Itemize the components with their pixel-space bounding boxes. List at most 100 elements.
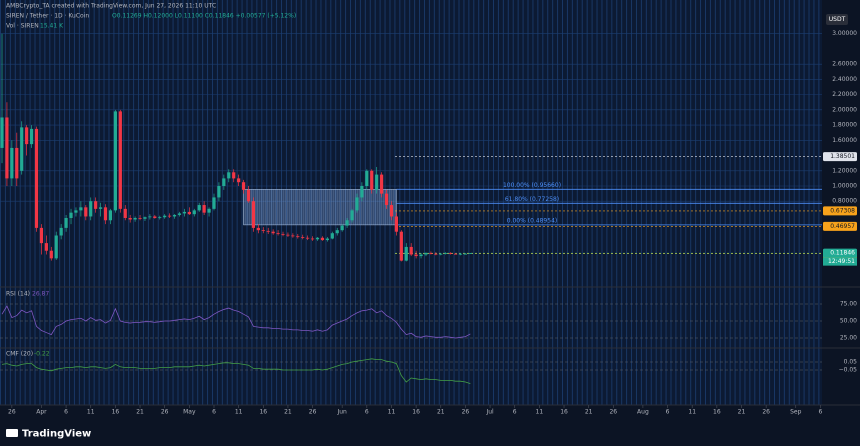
- x-tick-label: 6: [666, 409, 670, 416]
- brand-logo: TradingView: [6, 429, 91, 440]
- candle-body: [271, 231, 275, 234]
- candle-body: [320, 237, 325, 241]
- candle-body: [25, 127, 29, 145]
- candle-body: [138, 217, 142, 219]
- candle-body: [118, 111, 122, 209]
- candle-body: [296, 236, 300, 238]
- candle-body: [365, 170, 369, 187]
- candle-body: [380, 174, 384, 194]
- x-tick-label: 6: [64, 409, 68, 416]
- x-tick-label: 16: [713, 409, 721, 416]
- candle-body: [286, 234, 290, 236]
- cmf-line: [1, 358, 471, 384]
- candle-body: [251, 201, 256, 228]
- candle-body: [15, 147, 19, 179]
- volume-value: 15.41 K: [40, 23, 64, 30]
- candle-body: [202, 205, 206, 213]
- candle-body: [256, 227, 260, 231]
- x-tick-label: 21: [437, 409, 445, 416]
- level-label: 1.38501: [830, 153, 855, 160]
- candle-body: [69, 212, 73, 218]
- candle-body: [49, 250, 53, 259]
- candle-body: [355, 197, 359, 211]
- candle-body: [434, 253, 438, 255]
- x-tick-label: 16: [412, 409, 420, 416]
- level-badge: [823, 221, 857, 231]
- price-axis-background: [822, 0, 860, 405]
- countdown: 12:49:51: [828, 258, 855, 265]
- x-tick-label: 26: [609, 409, 617, 416]
- candle-body: [29, 128, 34, 145]
- candle-body: [222, 178, 226, 187]
- x-tick-label: 26: [462, 409, 470, 416]
- candle-body: [217, 186, 221, 198]
- candle-body: [39, 227, 44, 244]
- candle-body: [192, 210, 196, 215]
- candle-body: [172, 214, 177, 217]
- candle-body: [330, 233, 334, 239]
- level-badge: [823, 248, 857, 258]
- indicator-tick-label: 50.00: [840, 318, 857, 325]
- candle-body: [246, 189, 251, 202]
- x-tick-label: 6: [818, 409, 822, 416]
- indicator-tick-label: 75.00: [840, 301, 857, 308]
- fib-label: 0.00% (0.48954): [507, 217, 557, 224]
- candle-body: [123, 208, 127, 218]
- candle-body: [404, 246, 408, 261]
- x-tick-label: 21: [738, 409, 746, 416]
- candle-body: [409, 246, 413, 255]
- candle-body: [177, 213, 182, 215]
- candle-body: [187, 211, 191, 215]
- candle-body: [34, 128, 39, 228]
- candle-body: [197, 205, 201, 211]
- candle-body: [99, 207, 103, 209]
- candle-body: [429, 253, 433, 254]
- candle-body: [89, 201, 93, 217]
- x-tick-label: 16: [560, 409, 568, 416]
- rsi-value: 26.87: [32, 291, 49, 298]
- candle-body: [449, 253, 453, 254]
- candle-body: [133, 217, 137, 220]
- candle-body: [148, 216, 152, 218]
- candle-body: [315, 237, 320, 240]
- y-tick-label: 1.60000: [832, 137, 857, 144]
- candle-body: [306, 237, 310, 239]
- candle-body: [261, 230, 265, 231]
- candle-body: [453, 253, 458, 255]
- level-badge: [823, 206, 857, 216]
- x-tick-label: 11: [235, 409, 243, 416]
- candle-body: [291, 235, 295, 237]
- candle-body: [375, 174, 379, 190]
- x-tick-label: 11: [388, 409, 396, 416]
- brand: TradingView: [22, 429, 91, 440]
- candle-body: [399, 231, 403, 261]
- candle-body: [94, 201, 98, 209]
- x-tick-label: Jul: [485, 409, 494, 416]
- candle-body: [74, 210, 78, 213]
- candle-body: [212, 197, 216, 209]
- x-tick-label: Aug: [637, 409, 649, 416]
- candle-body: [458, 253, 463, 255]
- y-tick-label: 2.40000: [832, 76, 857, 83]
- candle-body: [207, 208, 211, 213]
- indicator-tick-label: 0.05: [844, 359, 858, 366]
- candle-body: [54, 235, 58, 259]
- y-tick-label: 2.20000: [832, 91, 857, 98]
- x-tick-label: Sep: [790, 409, 802, 416]
- candle-body: [439, 253, 443, 255]
- credit: AMBCrypto_TA created with TradingView.co…: [6, 3, 216, 10]
- candle-body: [345, 220, 349, 226]
- x-tick-label: May: [183, 409, 196, 416]
- candle-body: [360, 186, 364, 198]
- candle-body: [301, 237, 305, 238]
- candle-body: [64, 217, 68, 228]
- y-tick-label: 1.20000: [832, 167, 857, 174]
- candle-body: [79, 207, 83, 211]
- candle-body: [128, 217, 132, 220]
- candle-body: [370, 170, 374, 190]
- x-tick-label: 6: [212, 409, 216, 416]
- x-tick-label: 26: [309, 409, 317, 416]
- x-tick-label: 26: [161, 409, 169, 416]
- x-tick-label: 21: [284, 409, 292, 416]
